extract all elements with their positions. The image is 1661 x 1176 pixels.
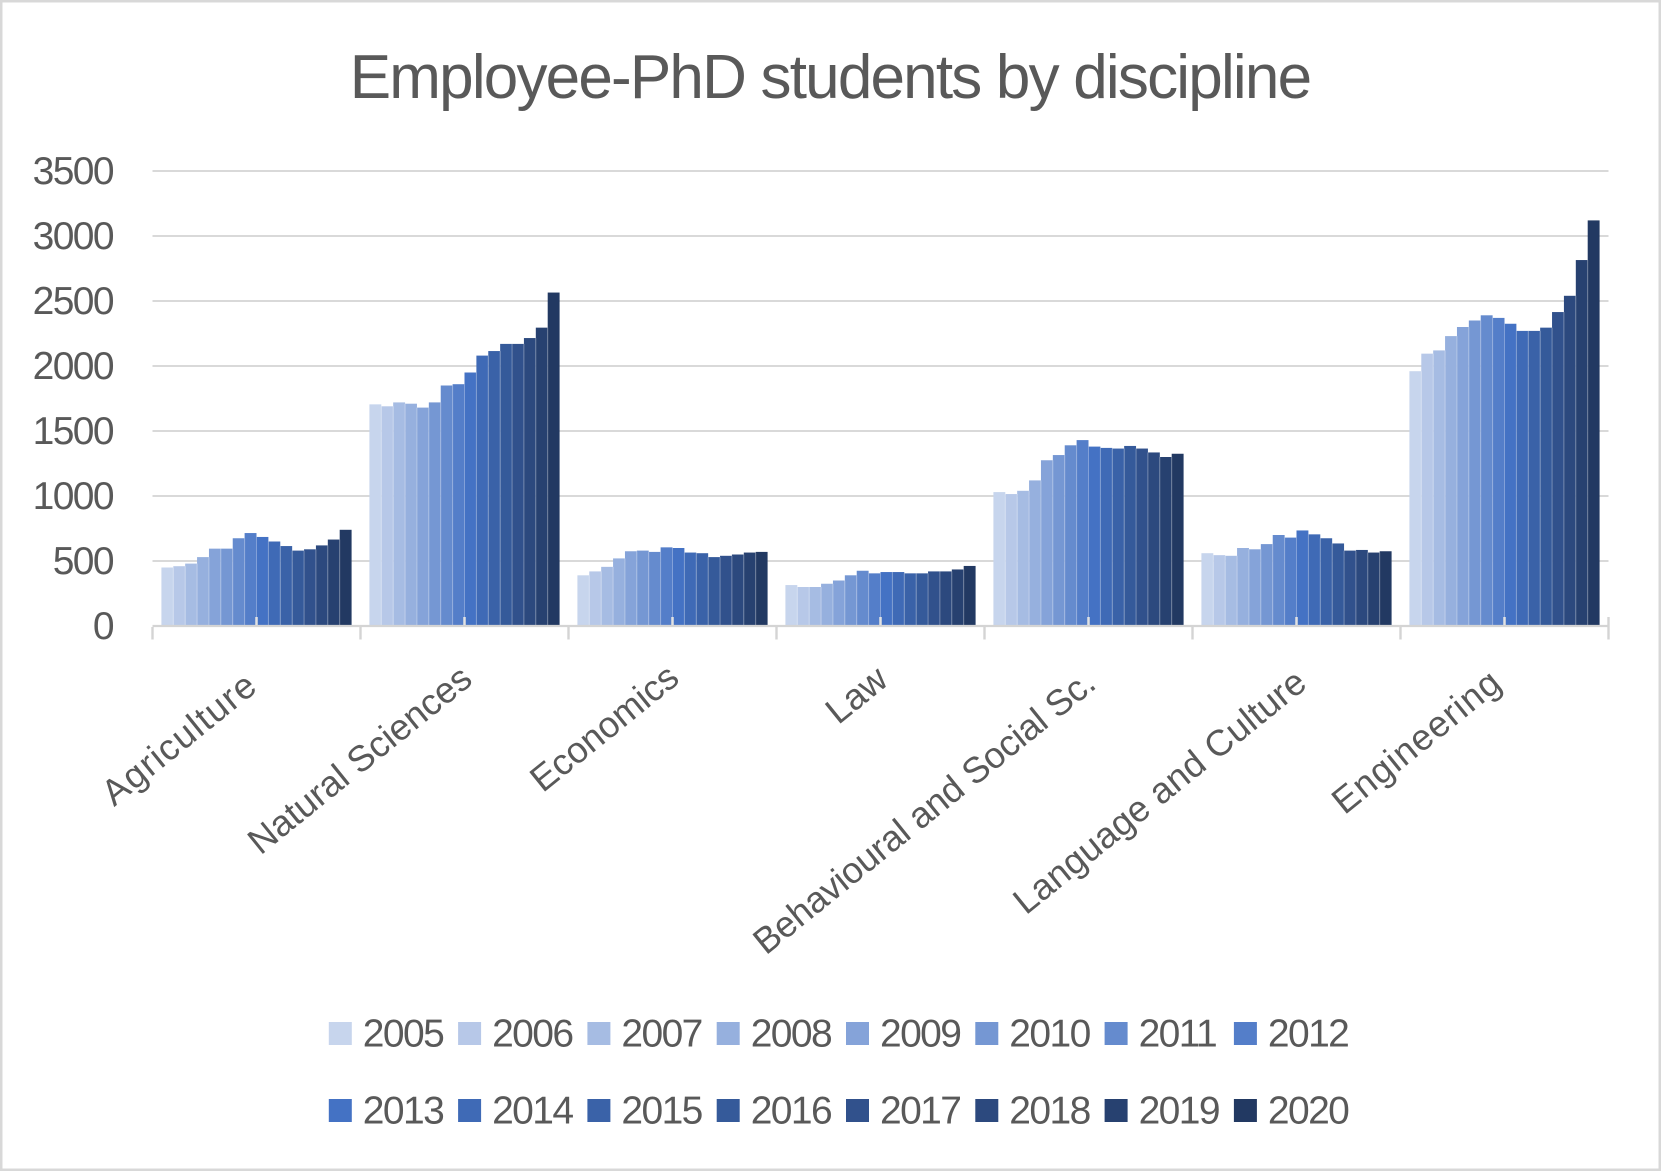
svg-text:2007: 2007 bbox=[621, 1013, 701, 1056]
svg-text:2005: 2005 bbox=[363, 1013, 444, 1056]
svg-text:2012: 2012 bbox=[1268, 1013, 1348, 1056]
svg-text:2010: 2010 bbox=[1009, 1013, 1090, 1056]
svg-text:1500: 1500 bbox=[33, 410, 114, 453]
svg-text:3500: 3500 bbox=[33, 150, 114, 193]
svg-text:2006: 2006 bbox=[492, 1013, 572, 1056]
svg-text:2016: 2016 bbox=[751, 1090, 831, 1133]
svg-text:500: 500 bbox=[53, 540, 114, 583]
svg-text:2017: 2017 bbox=[880, 1090, 960, 1133]
svg-text:1000: 1000 bbox=[33, 475, 114, 518]
svg-text:2008: 2008 bbox=[751, 1013, 831, 1056]
svg-text:2000: 2000 bbox=[33, 345, 114, 388]
svg-text:2015: 2015 bbox=[621, 1090, 702, 1133]
svg-text:3000: 3000 bbox=[33, 215, 114, 258]
svg-text:Employee-PhD students by disci: Employee-PhD students by discipline bbox=[350, 43, 1311, 112]
svg-text:2500: 2500 bbox=[33, 280, 114, 323]
svg-text:2013: 2013 bbox=[363, 1090, 443, 1133]
svg-text:2011: 2011 bbox=[1139, 1013, 1216, 1056]
svg-text:2014: 2014 bbox=[492, 1090, 573, 1133]
svg-text:2020: 2020 bbox=[1268, 1090, 1349, 1133]
svg-text:2019: 2019 bbox=[1139, 1090, 1219, 1133]
svg-text:2018: 2018 bbox=[1009, 1090, 1089, 1133]
svg-text:2009: 2009 bbox=[880, 1013, 960, 1056]
svg-text:0: 0 bbox=[93, 605, 114, 648]
